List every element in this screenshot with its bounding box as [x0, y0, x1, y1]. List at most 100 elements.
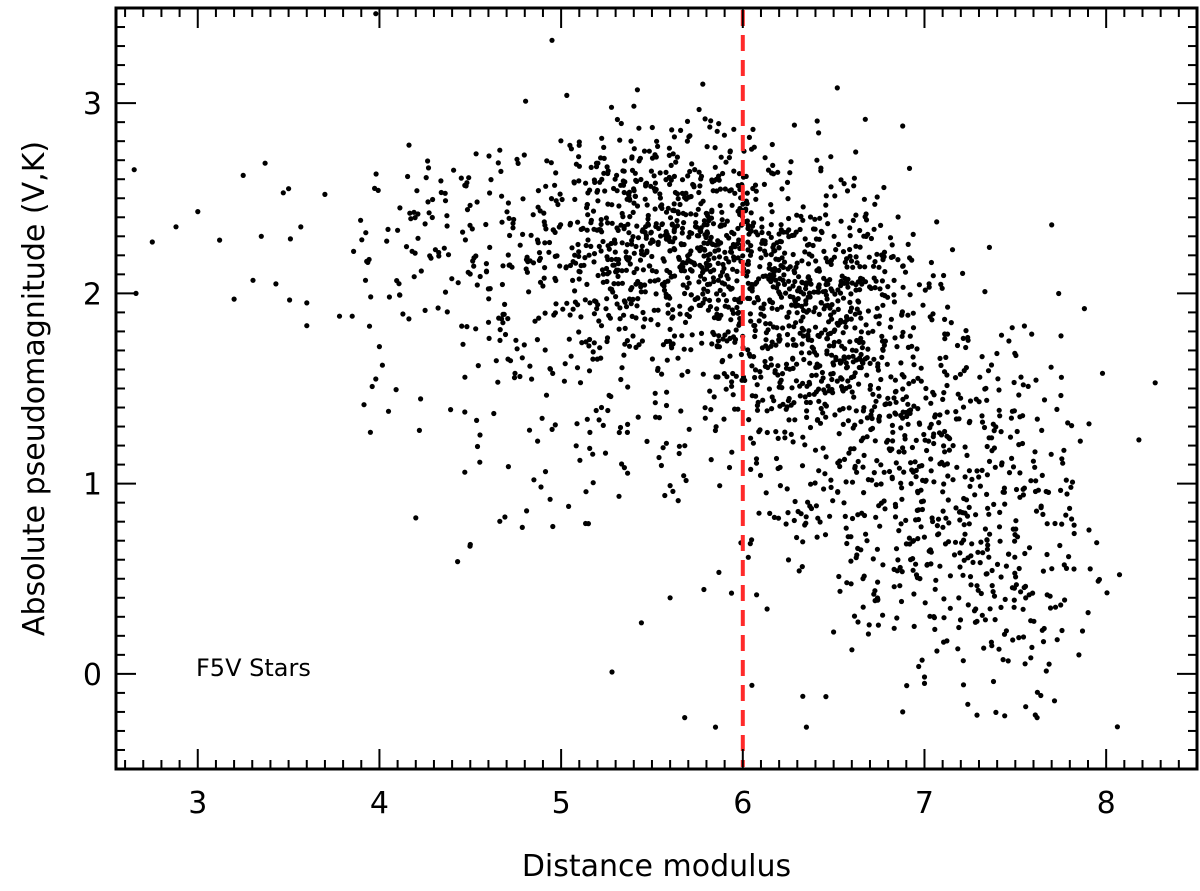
data-point: [858, 419, 864, 425]
data-point: [870, 391, 876, 397]
data-point: [958, 395, 964, 401]
data-point: [858, 315, 864, 321]
x-axis-title: Distance modulus: [522, 849, 791, 884]
data-point: [715, 338, 722, 344]
data-point: [511, 375, 518, 381]
data-point: [543, 183, 549, 189]
data-point: [774, 306, 780, 312]
data-point: [1059, 456, 1065, 462]
data-point: [1028, 478, 1034, 484]
data-point: [896, 449, 902, 455]
data-point: [979, 413, 985, 419]
data-point: [612, 249, 618, 255]
data-point: [936, 420, 942, 426]
data-point: [1047, 593, 1053, 599]
data-point: [855, 512, 861, 518]
data-point: [901, 374, 907, 380]
data-point: [567, 262, 574, 269]
data-point: [773, 455, 780, 462]
data-point: [590, 356, 596, 362]
data-point: [846, 450, 852, 456]
data-point: [907, 255, 913, 261]
data-point: [843, 365, 850, 371]
data-point: [775, 281, 781, 287]
data-point: [583, 489, 589, 495]
data-point: [756, 429, 762, 435]
data-point: [942, 449, 948, 455]
data-point: [609, 220, 615, 226]
data-point: [785, 398, 792, 404]
data-point: [523, 266, 529, 272]
data-point: [625, 384, 631, 390]
data-point: [487, 190, 493, 196]
data-point: [712, 724, 719, 730]
data-point: [778, 304, 785, 310]
data-point: [701, 286, 707, 292]
data-point: [842, 346, 848, 352]
data-point: [1002, 501, 1008, 507]
data-point: [891, 395, 897, 401]
data-point: [802, 442, 808, 448]
data-point: [1085, 610, 1091, 616]
data-point: [590, 349, 596, 355]
data-point: [710, 329, 716, 335]
data-point: [1025, 383, 1031, 389]
data-point: [630, 209, 636, 215]
data-point: [893, 546, 900, 552]
data-point: [513, 337, 519, 343]
data-point: [1057, 542, 1063, 549]
data-point: [718, 312, 724, 318]
data-point: [604, 271, 611, 277]
data-point: [996, 524, 1003, 530]
data-point: [719, 217, 725, 223]
data-point: [843, 324, 849, 330]
data-point: [754, 279, 760, 285]
data-point: [693, 212, 699, 218]
data-point: [923, 385, 929, 392]
data-point: [822, 471, 828, 477]
data-point: [1032, 449, 1038, 455]
data-point: [511, 216, 517, 223]
data-point: [735, 225, 741, 232]
data-point: [823, 403, 830, 409]
data-point: [941, 596, 947, 602]
data-point: [797, 330, 803, 336]
data-point: [969, 541, 975, 547]
data-point: [483, 269, 490, 275]
data-point: [809, 253, 815, 259]
data-point: [853, 254, 859, 260]
data-point: [853, 149, 859, 155]
data-point: [700, 291, 706, 297]
data-point: [749, 288, 755, 294]
data-point: [799, 279, 805, 285]
data-point: [564, 92, 570, 98]
data-point: [744, 201, 750, 207]
data-point: [947, 573, 954, 579]
data-point: [775, 169, 781, 175]
data-point: [770, 271, 776, 277]
data-point: [844, 316, 851, 322]
data-point: [847, 253, 853, 259]
data-point: [928, 259, 935, 266]
data-point: [759, 229, 765, 236]
data-point: [730, 392, 736, 398]
data-point: [634, 303, 640, 309]
data-point: [804, 242, 811, 248]
data-point: [628, 287, 634, 293]
data-point: [1054, 637, 1060, 643]
data-point: [889, 474, 895, 480]
data-point: [831, 328, 837, 334]
data-point: [618, 182, 624, 188]
data-point: [847, 246, 853, 253]
data-point: [619, 210, 625, 217]
data-point: [714, 291, 720, 297]
data-point: [646, 263, 652, 269]
data-point: [1013, 518, 1019, 524]
data-point: [745, 225, 751, 232]
data-point: [824, 259, 831, 265]
data-point: [695, 206, 701, 212]
data-point: [767, 510, 773, 516]
data-point: [626, 230, 632, 236]
data-point: [583, 180, 589, 186]
data-point: [908, 460, 914, 466]
